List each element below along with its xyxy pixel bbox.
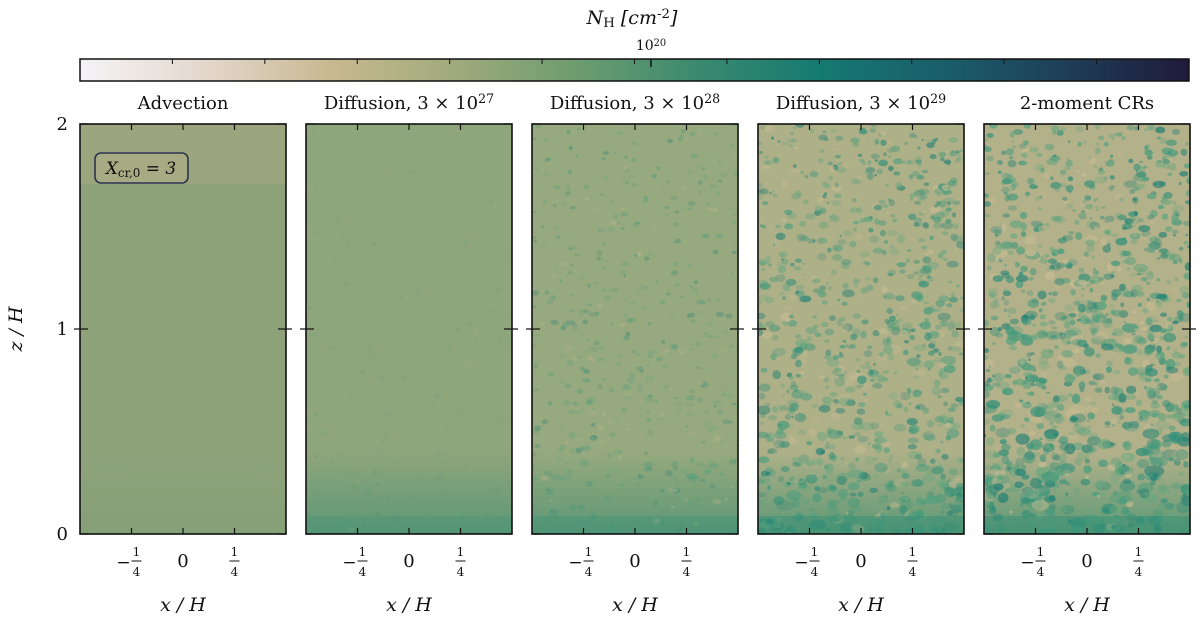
x-tick-label: 14 — [1133, 545, 1144, 579]
svg-text:Xcr,0 = 3: Xcr,0 = 3 — [104, 159, 176, 180]
svg-text:1: 1 — [585, 545, 593, 559]
y-tick-label: 1 — [57, 319, 68, 340]
svg-text:4: 4 — [811, 565, 819, 579]
x-axis-label: x / H — [1064, 594, 1110, 616]
panel-4: Diffusion, 3 × 1029−14 0 14x / H — [752, 91, 970, 616]
svg-text:1: 1 — [457, 545, 465, 559]
svg-text:1: 1 — [1135, 545, 1143, 559]
svg-text:4: 4 — [231, 565, 239, 579]
x-tick-label: 0 — [177, 551, 188, 572]
panel-3: Diffusion, 3 × 1028−14 0 14x / H — [526, 91, 744, 616]
svg-text:0: 0 — [403, 551, 414, 572]
panel-5: 2-moment CRs−14 0 14x / H — [978, 93, 1196, 616]
x-axis-label: x / H — [838, 594, 884, 616]
colorbar-ticks — [171, 59, 1098, 67]
heatmap-image — [80, 124, 286, 534]
x-tick-label: 0 — [1081, 551, 1092, 572]
svg-text:1: 1 — [909, 545, 917, 559]
svg-text:4: 4 — [359, 565, 367, 579]
svg-text:4: 4 — [457, 565, 465, 579]
y-tick-label: 0 — [57, 524, 68, 545]
colorbar: NH [cm-2] 1020 — [79, 7, 1190, 82]
colorbar-tick-label: 1020 — [636, 38, 666, 55]
y-axis-label: z / H — [5, 306, 27, 352]
svg-text:4: 4 — [909, 565, 917, 579]
panel-2: Diffusion, 3 × 1027−14 0 14x / H — [300, 91, 518, 616]
svg-text:1: 1 — [133, 545, 141, 559]
svg-text:4: 4 — [1135, 565, 1143, 579]
svg-text:1: 1 — [359, 545, 367, 559]
panel-title: Diffusion, 3 × 1027 — [324, 91, 494, 114]
svg-text:4: 4 — [683, 565, 691, 579]
x-axis-label: x / H — [386, 594, 432, 616]
svg-text:1: 1 — [811, 545, 819, 559]
svg-text:−: − — [794, 553, 808, 573]
x-tick-label: −1 4 — [116, 545, 142, 579]
panel-title: Advection — [137, 93, 229, 114]
x-tick-label: −1 4 — [1020, 545, 1046, 579]
heatmap-image — [306, 124, 512, 534]
x-axis-label: x / H — [612, 594, 658, 616]
svg-text:0: 0 — [855, 551, 866, 572]
svg-text:0: 0 — [629, 551, 640, 572]
svg-text:4: 4 — [585, 565, 593, 579]
svg-text:−: − — [342, 553, 356, 573]
panel-title: Diffusion, 3 × 1028 — [550, 91, 720, 114]
svg-text:4: 4 — [1037, 565, 1045, 579]
x-tick-label: 0 — [403, 551, 414, 572]
svg-text:4: 4 — [133, 565, 141, 579]
x-tick-label: 14 — [681, 545, 692, 579]
svg-text:−: − — [116, 553, 130, 573]
x-tick-label: 14 — [907, 545, 918, 579]
svg-text:0: 0 — [177, 551, 188, 572]
heatmap-image — [532, 124, 738, 534]
x-axis-label: x / H — [160, 594, 206, 616]
x-tick-label: −1 4 — [794, 545, 820, 579]
svg-text:−: − — [568, 553, 582, 573]
x-tick-label: 0 — [855, 551, 866, 572]
annotation-box: Xcr,0 = 3 — [94, 152, 189, 184]
svg-text:1: 1 — [683, 545, 691, 559]
heatmap-image — [758, 124, 964, 534]
x-tick-label: 14 — [229, 545, 240, 579]
svg-text:−: − — [1020, 553, 1034, 573]
x-tick-label: 0 — [629, 551, 640, 572]
x-tick-label: −1 4 — [568, 545, 594, 579]
panel-title: Diffusion, 3 × 1029 — [776, 91, 946, 114]
svg-text:1: 1 — [1037, 545, 1045, 559]
colorbar-label: NH [cm-2] — [586, 7, 678, 31]
x-tick-label: −1 4 — [342, 545, 368, 579]
svg-text:1: 1 — [231, 545, 239, 559]
svg-text:0: 0 — [1081, 551, 1092, 572]
heatmap-image — [984, 124, 1190, 534]
panel-title: 2-moment CRs — [1020, 93, 1154, 114]
y-tick-label: 2 — [57, 114, 68, 135]
x-tick-label: 14 — [455, 545, 466, 579]
